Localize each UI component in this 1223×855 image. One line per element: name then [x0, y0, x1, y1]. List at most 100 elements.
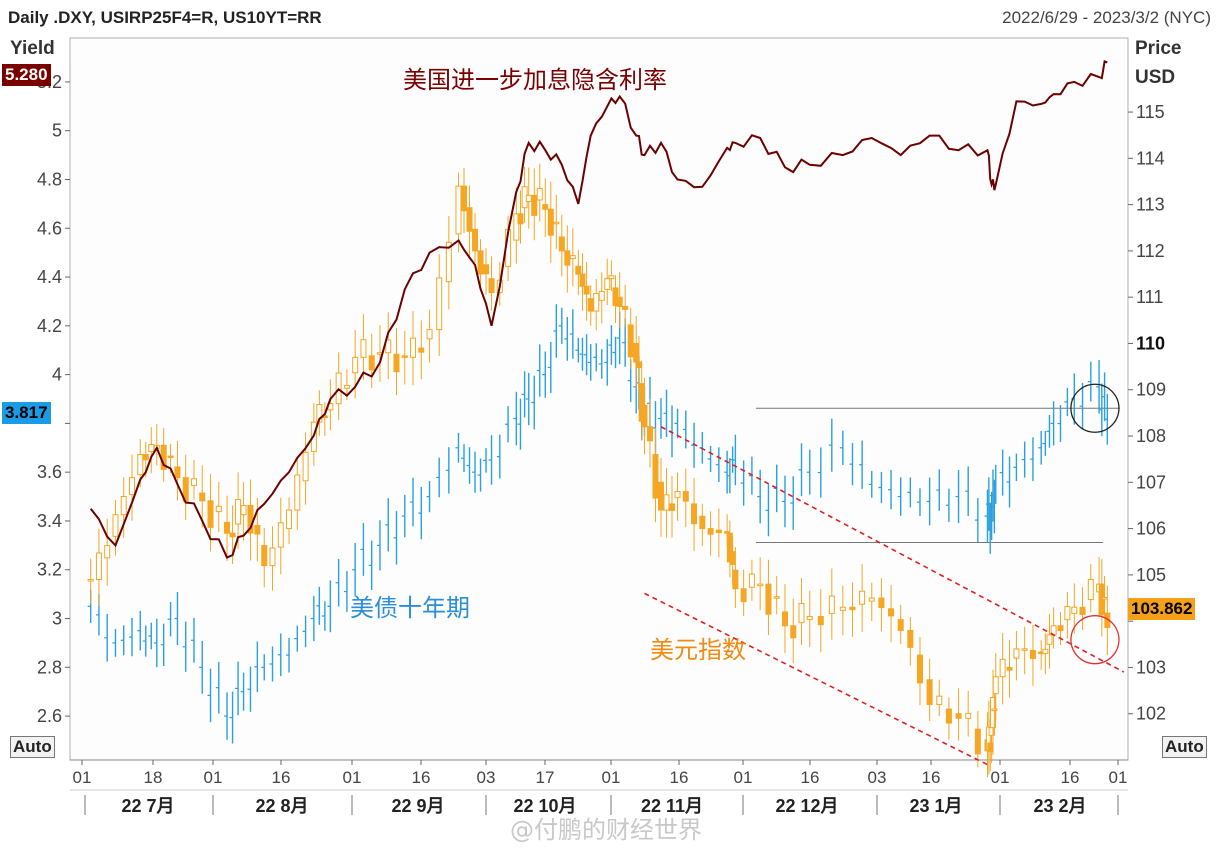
dxy-candle-body: [269, 547, 276, 567]
left-tick-label: 4.6: [37, 218, 62, 238]
left-tick-label: 3.4: [37, 511, 62, 531]
right-auto-button[interactable]: Auto: [1162, 736, 1207, 758]
channel-lines: [644, 426, 1125, 766]
x-tick-label: 16: [412, 768, 431, 787]
dxy-candle-body: [483, 264, 490, 275]
highlight-circle: [1070, 383, 1120, 433]
yield-value-box: 3.817: [2, 402, 51, 424]
dxy-candle-body: [740, 588, 747, 603]
level-lines: [756, 407, 1120, 543]
dxy-candle-body: [608, 275, 615, 280]
dxy-candle-body: [542, 204, 549, 210]
dxy-candle-body: [112, 514, 119, 537]
yield-series: [87, 304, 1109, 744]
right-tick-label: 105: [1136, 565, 1166, 585]
dxy-candle-body: [1087, 579, 1094, 601]
dxy-candle-body: [633, 342, 640, 363]
left-tick-label: 2.8: [37, 657, 62, 677]
dxy-candle-body: [261, 545, 268, 567]
dxy-candle-body: [410, 337, 417, 358]
x-tick-label: 16: [922, 768, 941, 787]
right-tick-label: 108: [1136, 426, 1166, 446]
dxy-candle-body: [104, 545, 111, 559]
left-tick-label: 3: [52, 609, 62, 629]
dxy-candle-body: [663, 494, 670, 511]
dxy-candle-body: [627, 324, 634, 358]
x-tick-label: 01: [73, 768, 92, 787]
dxy-candle-body: [622, 305, 629, 310]
dxy-candle-body: [839, 606, 846, 611]
right-tick-label: 109: [1136, 380, 1166, 400]
x-tick-label: 16: [272, 768, 291, 787]
dxy-candle-body: [488, 278, 495, 294]
dxy-candle-body: [798, 602, 805, 624]
rate-series: [89, 60, 1108, 559]
dxy-candle-body: [460, 185, 467, 212]
x-tick-label: 03: [477, 768, 496, 787]
dxy-candle-body: [616, 296, 623, 307]
month-label: 22 10月: [513, 796, 576, 816]
right-axis-title-unit: USD: [1135, 67, 1176, 88]
dxy-candle-body: [806, 616, 813, 621]
dxy-candle-body: [360, 339, 367, 358]
month-labels: 22 7月 22 8月 22 9月 22 10月 22 11月 22 12月 23 1月 23…: [84, 795, 1119, 816]
right-tick-label: 106: [1136, 519, 1166, 539]
right-tick-label: 103: [1136, 657, 1166, 677]
dxy-candle-body: [302, 451, 309, 482]
dxy-candle-body: [477, 250, 484, 275]
dxy-candle-body: [583, 285, 590, 295]
dxy-candle-body: [235, 499, 242, 525]
dxy-candle-body: [286, 509, 293, 530]
dxy-candle-body: [148, 444, 155, 452]
dxy-candle-body: [1013, 648, 1020, 659]
dxy-candle-body: [1029, 649, 1036, 659]
left-axis-title: Yield: [10, 38, 55, 59]
dxy-candle-body: [757, 583, 764, 587]
dxy-candle-body: [215, 505, 222, 513]
month-label: 23 1月: [909, 796, 962, 816]
dxy-candle-body: [729, 551, 736, 565]
dxy-candle-body: [277, 522, 284, 548]
right-tick-label: 112: [1136, 241, 1165, 261]
dxy-candle-body: [316, 404, 323, 423]
dxy-annotation: 美元指数: [650, 636, 746, 664]
right-tick-label: 113: [1136, 195, 1165, 215]
dxy-candle-body: [707, 528, 714, 535]
rate-annotation: 美国进一步加息隐含利率: [403, 66, 667, 94]
dxy-candle-body: [773, 596, 780, 599]
yield-annotation: 美债十年期: [350, 594, 470, 622]
dxy-candle-body: [859, 590, 866, 605]
x-tick-label: 01: [204, 768, 223, 787]
left-tick-label: 2.6: [37, 706, 62, 726]
right-tick-label: 102: [1136, 704, 1166, 724]
chart-title: Daily .DXY, USIRP25F4=R, US10YT=RR: [8, 8, 322, 27]
dxy-candle-body: [907, 629, 914, 648]
x-tick-label: 03: [868, 768, 887, 787]
dxy-candle-body: [916, 654, 923, 684]
dxy-candle-body: [455, 185, 462, 235]
dxy-candle-body: [137, 454, 144, 476]
dxy-candle-body: [229, 532, 236, 538]
dxy-candle-body: [1064, 606, 1071, 621]
dxy-candle-body: [817, 616, 824, 626]
dxy-candle-body: [426, 329, 433, 340]
dxy-candle-body: [472, 228, 479, 252]
x-tick-label: 01: [602, 768, 621, 787]
x-tick-label: 01: [734, 768, 753, 787]
dxy-candle-body: [569, 255, 576, 260]
highlight-circle: [1070, 615, 1120, 665]
dxy-candle-body: [635, 361, 642, 369]
dxy-candle-body: [936, 695, 943, 705]
dxy-candle-body: [674, 491, 681, 499]
watermark: @付鹏的财经世界: [510, 816, 702, 844]
month-label: 22 9月: [391, 796, 444, 816]
dxy-candle-body: [974, 728, 981, 755]
dxy-candle-body: [991, 708, 998, 712]
month-label: 22 11月: [641, 796, 703, 816]
dxy-candle-body: [343, 384, 350, 389]
dxy-candle-body: [897, 619, 904, 631]
left-tick-label: 4.4: [37, 267, 62, 287]
dxy-candle-body: [199, 492, 206, 502]
left-auto-button[interactable]: Auto: [10, 736, 55, 758]
